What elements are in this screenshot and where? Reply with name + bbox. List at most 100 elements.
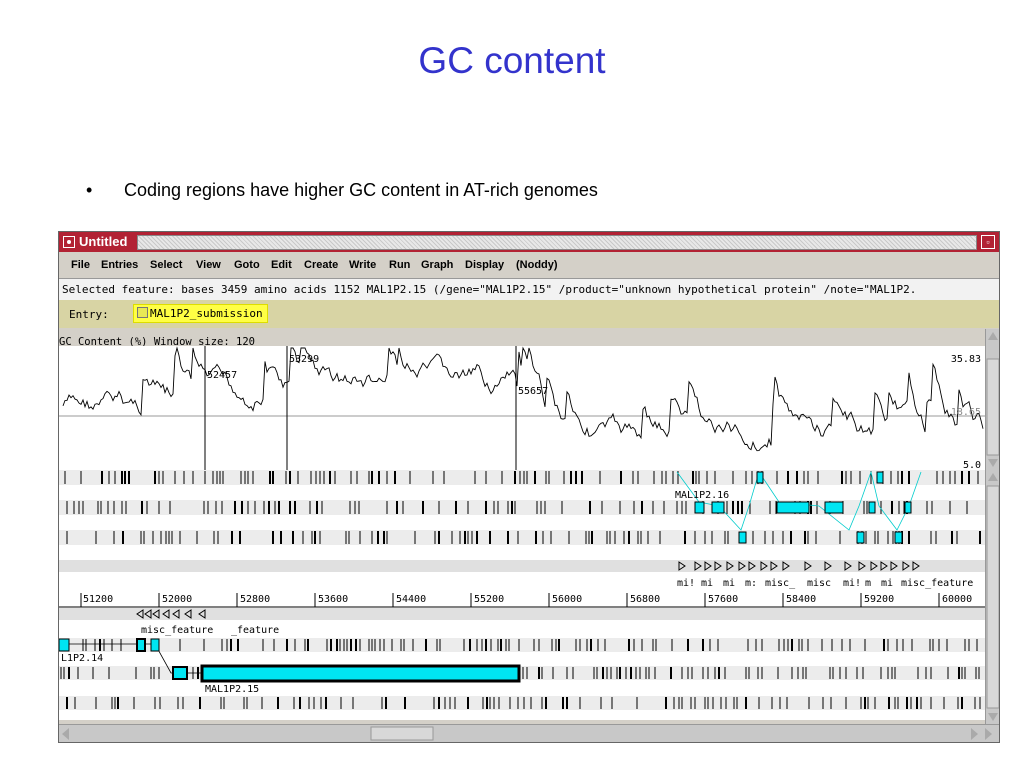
menu-noddy[interactable]: (Noddy) [516, 259, 558, 271]
bullet-text: Coding regions have higher GC content in… [124, 180, 598, 200]
misc-feature-arrow[interactable] [912, 561, 920, 571]
ruler-label: 56800 [630, 594, 660, 605]
misc-feature-arrow[interactable] [678, 561, 686, 571]
feature-exon[interactable] [876, 471, 884, 484]
menu-view[interactable]: View [196, 259, 221, 271]
feature-vscrollbar[interactable] [985, 470, 999, 724]
rev-misc-strip [59, 608, 985, 620]
gc-content-graph[interactable]: 52457 53299 55657 35.83 18.65 5.0 [59, 346, 985, 471]
rev-feature-exon[interactable] [59, 638, 70, 652]
misc-feature-strip [59, 560, 985, 572]
graph-vscrollbar[interactable] [985, 329, 999, 470]
misc-feature-arrow[interactable] [738, 561, 746, 571]
misc-feature-arrow[interactable] [890, 561, 898, 571]
feature-vscroll-thumb[interactable] [986, 485, 999, 709]
ruler-label: 56000 [552, 594, 582, 605]
misc-feature-arrow[interactable] [704, 561, 712, 571]
maximize-icon[interactable]: ▫ [981, 235, 995, 249]
misc-feature-arrow[interactable] [824, 561, 832, 571]
window-titlebar[interactable]: Untitled ▫ [59, 232, 999, 252]
scroll-right-icon[interactable] [971, 728, 978, 740]
menu-edit[interactable]: Edit [271, 259, 292, 271]
misc-feature-arrow[interactable] [760, 561, 768, 571]
entry-toggle[interactable]: MAL1P2_submission [133, 304, 268, 323]
feature-exon[interactable] [738, 531, 747, 544]
misc-feature-arrow[interactable] [804, 561, 812, 571]
rev-feature-exon[interactable] [150, 638, 160, 652]
gc-graph-svg: 52457 53299 55657 35.83 18.65 5.0 [59, 346, 985, 471]
scroll-up-icon[interactable] [988, 332, 998, 340]
forward-frames[interactable]: MAL1P2.16 [59, 470, 985, 560]
graph-vscroll-thumb[interactable] [986, 358, 999, 456]
menu-select[interactable]: Select [150, 259, 183, 271]
hscroll-thumb[interactable] [370, 726, 434, 741]
feature-exon[interactable] [694, 501, 705, 514]
feature-exon[interactable] [904, 501, 912, 514]
window-menu-icon[interactable] [63, 236, 75, 248]
scroll-left-icon[interactable] [62, 728, 69, 740]
feature-exon[interactable] [856, 531, 865, 544]
misc-feature-svg: mi! mi mi m: misc_ misc mi! m mi misc_fe… [59, 560, 985, 589]
frame-strip-2 [59, 500, 985, 515]
reverse-frames[interactable]: misc_feature _feature L1P2.14 MAL1P2.15 [59, 608, 985, 720]
misc-feature-arrow[interactable] [714, 561, 722, 571]
menu-entries[interactable]: Entries [101, 259, 139, 271]
feature-exon[interactable] [824, 501, 844, 514]
misc-feature-arrow[interactable] [902, 561, 910, 571]
scroll-down-icon[interactable] [988, 459, 998, 467]
rev-misc-feature-arrow[interactable] [162, 609, 170, 619]
misc-feature-arrow[interactable] [748, 561, 756, 571]
feature-exon[interactable] [711, 501, 725, 514]
misc-feature-arrow[interactable] [880, 561, 888, 571]
feature-exon[interactable] [756, 471, 764, 484]
selected-exon-small[interactable] [172, 666, 188, 680]
menu-file[interactable]: File [71, 259, 90, 271]
feature-exon[interactable] [868, 501, 876, 514]
scroll-right-icon[interactable] [985, 728, 992, 740]
misc-feature-arrow[interactable] [870, 561, 878, 571]
misc-feature-arrows [678, 561, 920, 571]
graph-marker-label-1: 52457 [207, 370, 237, 381]
misc-label-10: misc_feature [901, 578, 973, 589]
misc-feature-row[interactable]: mi! mi mi m: misc_ misc mi! m mi misc_fe… [59, 560, 985, 590]
rev-misc-feature-arrow[interactable] [184, 609, 192, 619]
entry-checkbox[interactable] [137, 307, 148, 318]
feature-exon[interactable] [776, 501, 810, 514]
misc-feature-arrow[interactable] [770, 561, 778, 571]
misc-label-1: mi! [677, 578, 695, 589]
window-title: Untitled [79, 234, 128, 249]
scroll-down-icon[interactable] [988, 713, 998, 721]
selected-gene-exon[interactable] [200, 664, 521, 683]
misc-feature-arrow[interactable] [694, 561, 702, 571]
rev-misc-feature-arrow[interactable] [198, 609, 206, 619]
menu-create[interactable]: Create [304, 259, 339, 271]
rev-misc-feature-arrow[interactable] [136, 609, 144, 619]
forward-frames-svg: MAL1P2.16 [59, 470, 985, 545]
feature-exon[interactable] [894, 531, 903, 544]
misc-label-2: mi [701, 578, 713, 589]
entry-name: MAL1P2_submission [150, 307, 263, 320]
menu-graph[interactable]: Graph [421, 259, 454, 271]
misc-label-6: misc [807, 578, 831, 589]
menu-display[interactable]: Display [465, 259, 505, 271]
misc-label-7: mi! [843, 578, 861, 589]
rev-misc-feature-arrow[interactable] [152, 609, 160, 619]
menu-run[interactable]: Run [389, 259, 411, 271]
menu-write[interactable]: Write [349, 259, 377, 271]
misc-label-9: mi [881, 578, 893, 589]
misc-feature-arrow[interactable] [844, 561, 852, 571]
misc-feature-arrow[interactable] [726, 561, 734, 571]
misc-feature-arrow[interactable] [858, 561, 866, 571]
rev-misc-feature-arrow[interactable] [144, 609, 152, 619]
ruler-label: 55200 [474, 594, 504, 605]
horizontal-scrollbar[interactable] [59, 724, 999, 742]
rev-misc-feature-arrow[interactable] [172, 609, 180, 619]
rev-feature-exon[interactable] [136, 638, 146, 652]
graph-max-label: 35.83 [951, 354, 981, 365]
scroll-up-icon[interactable] [988, 473, 998, 481]
misc-feature-arrow[interactable] [782, 561, 790, 571]
menu-goto[interactable]: Goto [234, 259, 260, 271]
gc-curve [62, 346, 984, 452]
misc-label-5: misc_ [765, 578, 796, 589]
graph-min-label: 5.0 [963, 460, 981, 470]
